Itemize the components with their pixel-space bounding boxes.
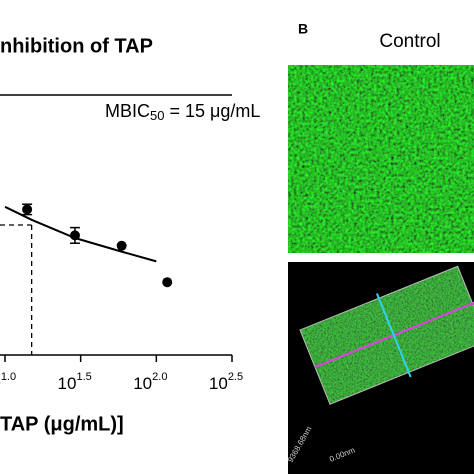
- data-point: [22, 204, 33, 215]
- tick-exponent: 1.0: [1, 371, 16, 383]
- magenta-axis: [314, 300, 474, 369]
- annotation: MBIC50 = 15 μg/mL: [105, 101, 260, 124]
- x-tick-label: 102.5: [209, 371, 243, 394]
- biofilm-slab: [299, 265, 474, 405]
- tick-exponent: 2.5: [228, 371, 243, 383]
- annotation-rest: = 15 μg/mL: [164, 101, 260, 121]
- panel-label: B: [298, 21, 308, 37]
- cyan-axis: [376, 293, 412, 378]
- tick-base: 10: [0, 374, 1, 393]
- tick-base: 10: [58, 374, 77, 393]
- tick-exponent: 1.5: [76, 371, 91, 383]
- annotation-subscript: 50: [150, 108, 164, 123]
- tick-base: 10: [133, 374, 152, 393]
- annotation-text: MBIC: [105, 101, 150, 121]
- tick-base: 10: [209, 374, 228, 393]
- tick-exponent: 2.0: [152, 371, 167, 383]
- x-axis-label: TAP (μg/mL)]: [0, 413, 124, 435]
- data-point: [69, 230, 80, 241]
- x-tick-label: 102.0: [133, 371, 167, 394]
- x-tick-label: 101.5: [58, 371, 92, 394]
- x-tick-label: 101.0: [0, 371, 16, 394]
- data-point: [162, 277, 173, 288]
- chart-title: nhibition of TAP: [0, 35, 153, 57]
- panel-title: Control: [379, 31, 440, 52]
- data-point: [116, 240, 127, 251]
- biofilm-texture: [288, 65, 474, 253]
